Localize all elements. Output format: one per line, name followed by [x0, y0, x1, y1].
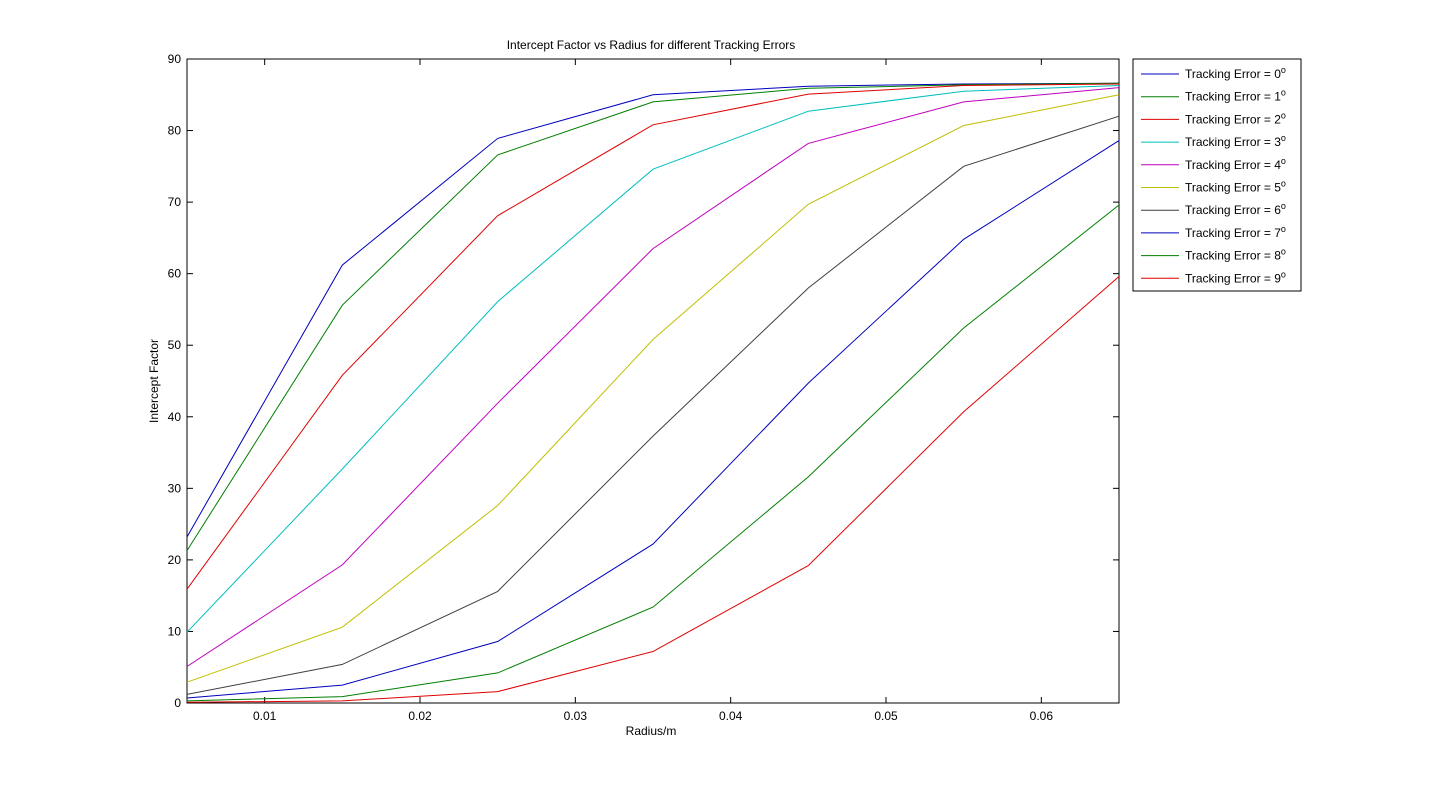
legend-item: Tracking Error = 2o — [1141, 110, 1286, 126]
series-line-tracking-error-0 — [186, 82, 1120, 538]
legend-label: Tracking Error = 5o — [1185, 179, 1286, 195]
y-tick-label: 20 — [168, 553, 182, 567]
legend-item: Tracking Error = 5o — [1141, 179, 1286, 195]
y-axis-label: Intercept Factor — [147, 339, 161, 423]
legend-item: Tracking Error = 6o — [1141, 201, 1286, 217]
series-line-tracking-error-4 — [186, 87, 1120, 667]
y-tick-label: 10 — [168, 624, 182, 638]
series-line-tracking-error-9 — [186, 276, 1120, 703]
x-tick-label: 0.04 — [719, 709, 743, 723]
legend-label: Tracking Error = 7o — [1185, 224, 1286, 240]
x-tick-label: 0.02 — [408, 709, 432, 723]
x-tick-label: 0.03 — [564, 709, 588, 723]
y-tick-label: 90 — [168, 52, 182, 66]
y-tick-label: 70 — [168, 195, 182, 209]
legend-label: Tracking Error = 3o — [1185, 133, 1286, 149]
legend-item: Tracking Error = 3o — [1141, 133, 1286, 149]
legend-item: Tracking Error = 0o — [1141, 65, 1286, 81]
legend-item: Tracking Error = 9o — [1141, 269, 1286, 285]
legend-label: Tracking Error = 6o — [1185, 201, 1286, 217]
legend-label: Tracking Error = 2o — [1185, 110, 1286, 126]
x-tick-label: 0.01 — [253, 709, 277, 723]
y-tick-label: 0 — [174, 696, 181, 710]
legend-label: Tracking Error = 1o — [1185, 88, 1286, 104]
legend-label: Tracking Error = 9o — [1185, 269, 1286, 285]
series-lines — [186, 82, 1120, 703]
legend-item: Tracking Error = 8o — [1141, 247, 1286, 263]
series-line-tracking-error-7 — [186, 140, 1120, 699]
legend-item: Tracking Error = 4o — [1141, 156, 1286, 172]
series-line-tracking-error-1 — [186, 82, 1120, 551]
x-tick-label: 0.05 — [874, 709, 898, 723]
x-tick-label: 0.06 — [1030, 709, 1054, 723]
legend-label: Tracking Error = 0o — [1185, 65, 1286, 81]
y-tick-label: 50 — [168, 338, 182, 352]
x-axis-label: Radius/m — [626, 724, 677, 738]
legend-box — [1132, 58, 1302, 292]
series-line-tracking-error-5 — [186, 94, 1120, 683]
y-tick-label: 80 — [168, 124, 182, 138]
series-line-tracking-error-3 — [186, 85, 1120, 633]
legend-label: Tracking Error = 8o — [1185, 247, 1286, 263]
chart-title: Intercept Factor vs Radius for different… — [507, 38, 796, 52]
legend-label: Tracking Error = 4o — [1185, 156, 1286, 172]
y-tick-label: 30 — [168, 481, 182, 495]
y-tick-label: 60 — [168, 267, 182, 281]
series-line-tracking-error-8 — [186, 204, 1120, 702]
plot-area — [186, 58, 1120, 704]
legend-item: Tracking Error = 1o — [1141, 88, 1286, 104]
series-line-tracking-error-6 — [186, 115, 1120, 695]
series-line-tracking-error-2 — [186, 83, 1120, 590]
legend-item: Tracking Error = 7o — [1141, 224, 1286, 240]
y-tick-label: 40 — [168, 410, 182, 424]
legend: Tracking Error = 0o Tracking Error = 1o Tr… — [1132, 58, 1302, 292]
axis-ticks: 0.01 0.02 0.03 0.04 0.05 0.06 0 10 20 30 40 50 60 70 8… — [168, 52, 1119, 723]
